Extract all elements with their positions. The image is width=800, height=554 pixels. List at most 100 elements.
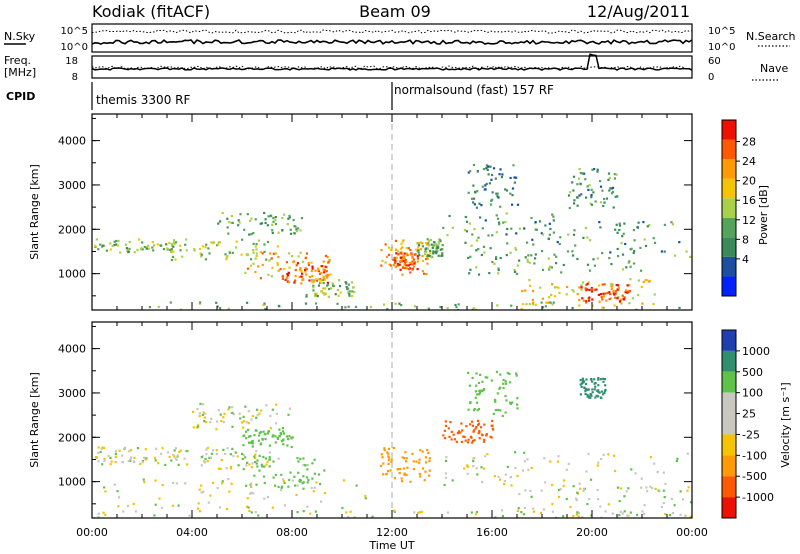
- velocity-cell: [282, 480, 286, 483]
- velocity-cell: [450, 438, 453, 441]
- station-title: Kodiak (fitACF): [92, 2, 210, 21]
- colorbar-tick-label: 16: [742, 194, 756, 207]
- velocity-cell: [245, 464, 248, 467]
- power-cell: [404, 261, 407, 264]
- nave-label: Nave: [760, 62, 788, 75]
- power-cell: [532, 289, 535, 292]
- power-cell: [278, 305, 281, 308]
- velocity-cell: [477, 381, 481, 384]
- power-cell: [555, 255, 558, 258]
- power-cell: [637, 221, 640, 224]
- cpid-panel: CPID themis 3300 RF normalsound (fast) 1…: [6, 82, 554, 110]
- power-cell: [398, 263, 401, 266]
- velocity-cell: [231, 447, 234, 450]
- velocity-cell: [682, 498, 685, 501]
- velocity-cell: [279, 431, 282, 435]
- power-cell: [652, 237, 655, 240]
- velocity-cell: [121, 460, 124, 464]
- power-cell: [293, 232, 296, 235]
- velocity-cell: [237, 464, 240, 467]
- power-cell: [439, 248, 442, 251]
- power-cell: [241, 238, 244, 241]
- velocity-cell: [306, 468, 309, 471]
- power-cell: [528, 303, 531, 306]
- power-cell: [495, 214, 498, 217]
- velocity-cell: [490, 424, 493, 427]
- power-cell: [590, 203, 594, 206]
- power-cell: [111, 244, 114, 247]
- power-cell: [467, 256, 470, 259]
- power-cell: [198, 302, 201, 305]
- velocity-cell: [109, 456, 112, 459]
- velocity-cell: [532, 510, 535, 513]
- power-cell: [465, 220, 469, 223]
- velocity-cell: [200, 464, 203, 467]
- power-cell: [384, 261, 387, 264]
- power-cell: [486, 168, 489, 171]
- power-cell: [610, 287, 613, 291]
- velocity-cell: [97, 446, 100, 449]
- power-cell: [409, 253, 412, 256]
- power-cell: [526, 241, 529, 244]
- power-cell: [481, 227, 484, 230]
- velocity-cell: [264, 457, 267, 460]
- velocity-cell: [468, 423, 472, 426]
- power-cell: [179, 249, 182, 252]
- power-cell: [573, 202, 576, 205]
- power-cell: [572, 233, 576, 236]
- velocity-cell: [254, 429, 257, 432]
- power-cell: [617, 255, 620, 258]
- power-cell: [550, 266, 553, 269]
- velocity-cell: [203, 460, 206, 463]
- power-cell: [560, 271, 563, 274]
- power-cell: [616, 297, 619, 300]
- velocity-cell: [640, 486, 643, 489]
- velocity-cell: [215, 428, 218, 431]
- power-cell: [454, 303, 457, 307]
- velocity-cell: [671, 512, 675, 515]
- velocity-cell: [443, 429, 446, 432]
- power-cell: [276, 264, 279, 267]
- power-cell: [618, 300, 622, 303]
- power-cell: [172, 250, 175, 253]
- velocity-cell: [255, 462, 258, 465]
- power-cell: [584, 287, 587, 290]
- power-cell: [170, 249, 173, 252]
- power-cell: [472, 197, 476, 200]
- power-cell: [586, 282, 589, 285]
- velocity-cell: [481, 434, 484, 437]
- power-cell: [632, 229, 635, 232]
- power-cell: [544, 224, 547, 227]
- power-cell: [584, 178, 587, 181]
- velocity-cell: [302, 457, 305, 460]
- colorbar-swatch: [722, 198, 736, 218]
- velocity-cell: [556, 460, 559, 463]
- power-cell: [477, 236, 480, 239]
- power-cell: [252, 242, 255, 245]
- velocity-cell: [198, 412, 201, 415]
- power-cell: [416, 260, 419, 263]
- velocity-cell: [445, 456, 448, 459]
- velocity-cell: [664, 513, 667, 516]
- power-cell: [145, 246, 148, 249]
- velocity-cell: [104, 513, 107, 516]
- power-cell: [405, 252, 408, 255]
- velocity-cell: [261, 465, 264, 468]
- velocity-cell: [596, 464, 599, 467]
- power-cell: [287, 252, 291, 255]
- power-cell: [201, 245, 205, 248]
- power-cell: [304, 302, 308, 305]
- power-cell: [590, 196, 593, 199]
- power-cell: [568, 206, 571, 210]
- power-cell: [552, 231, 555, 234]
- velocity-cell: [353, 516, 356, 518]
- velocity-cell: [157, 462, 160, 465]
- velocity-cell: [419, 449, 422, 452]
- power-cell: [618, 228, 621, 232]
- power-cell: [425, 273, 428, 276]
- velocity-cell: [649, 485, 652, 488]
- power-cell: [403, 257, 406, 260]
- power-cell: [437, 242, 440, 245]
- colorbar-swatch: [722, 350, 736, 372]
- velocity-cell: [567, 462, 570, 465]
